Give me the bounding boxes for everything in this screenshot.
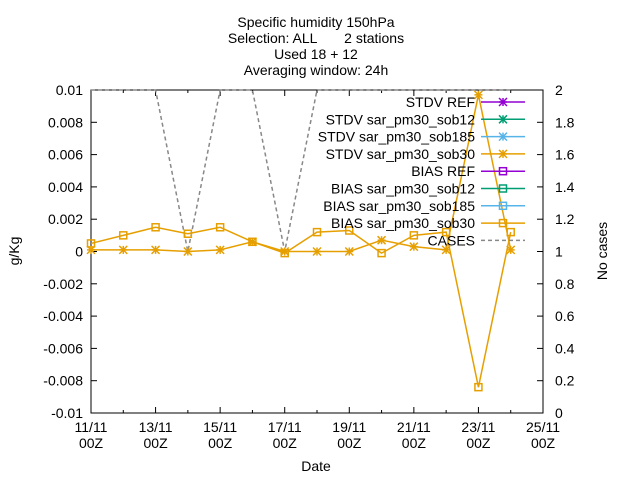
x-tick-label-time: 00Z — [531, 435, 556, 451]
legend-marker — [498, 132, 508, 142]
legend-label: BIAS sar_pm30_sob30 — [331, 215, 475, 231]
data-point — [474, 382, 483, 392]
y-tick-label: -0.006 — [43, 340, 83, 356]
data-point — [344, 246, 354, 257]
y-tick-label: 0 — [75, 244, 83, 260]
y2-tick-label: 0.8 — [555, 276, 575, 292]
x-axis: 11/1100Z13/1100Z15/1100Z17/1100Z19/1100Z… — [75, 90, 560, 451]
legend-label: BIAS sar_pm30_sob12 — [331, 181, 475, 197]
legend-marker — [498, 201, 508, 211]
x-tick-label: 19/11 — [332, 419, 366, 435]
legend-label: STDV sar_pm30_sob185 — [318, 129, 475, 145]
legend-marker — [498, 149, 508, 159]
series-7 — [86, 223, 515, 392]
data-point — [215, 223, 225, 232]
y2-tick-label: 0 — [555, 405, 563, 421]
data-point — [86, 239, 96, 248]
y2-tick-label: 1.6 — [555, 147, 575, 163]
legend-label: STDV sar_pm30_sob30 — [326, 146, 476, 162]
data-point — [118, 245, 128, 255]
y2-tick-label: 2 — [555, 82, 563, 98]
data-point — [409, 242, 419, 252]
x-tick-label: 17/11 — [268, 419, 302, 435]
x-tick-label-time: 00Z — [337, 435, 362, 451]
x-tick-label: 25/11 — [526, 419, 560, 435]
y2-tick-label: 1 — [555, 244, 563, 260]
data-point — [409, 231, 419, 240]
x-tick-label: 13/11 — [139, 419, 173, 435]
legend-label: CASES — [428, 232, 475, 248]
x-tick-label-time: 00Z — [273, 435, 298, 451]
x-tick-label-time: 00Z — [79, 435, 104, 451]
x-tick-label: 21/11 — [397, 419, 431, 435]
x-axis-label: Date — [301, 458, 331, 474]
data-point — [506, 227, 515, 237]
y-tick-label: 0.01 — [56, 82, 83, 98]
data-point — [345, 226, 354, 235]
legend-marker — [498, 97, 508, 107]
x-tick-label-time: 00Z — [402, 435, 427, 451]
data-point — [151, 223, 160, 232]
legend-label: BIAS REF — [411, 163, 475, 179]
y2-tick-label: 0.2 — [555, 373, 575, 389]
data-point — [119, 231, 128, 240]
y-tick-label: -0.002 — [43, 276, 83, 292]
data-point — [248, 237, 257, 247]
chart-title: Specific humidity 150hPa Selection: ALL … — [228, 14, 404, 78]
y-tick-label: 0.004 — [48, 179, 83, 195]
series-line — [91, 94, 512, 253]
x-tick-label-time: 00Z — [208, 435, 233, 451]
y2-tick-label: 1.2 — [555, 211, 575, 227]
y-tick-label: -0.008 — [43, 373, 83, 389]
data-point — [441, 227, 451, 237]
data-point — [312, 227, 322, 237]
data-point — [377, 248, 386, 258]
x-tick-label-time: 00Z — [144, 435, 169, 451]
x-tick-label: 11/11 — [75, 419, 108, 435]
x-tick-label-time: 00Z — [466, 435, 491, 451]
y-tick-label: -0.004 — [43, 308, 83, 324]
legend-label: BIAS sar_pm30_sob185 — [323, 198, 475, 214]
title-line-4: Averaging window: 24h — [244, 62, 389, 78]
data-point — [280, 248, 289, 258]
y2-tick-label: 0.4 — [555, 340, 575, 356]
y2-axis-label: No cases — [594, 222, 610, 280]
series-line — [90, 226, 512, 388]
y-tick-label: 0.008 — [48, 114, 83, 130]
legend-label: STDV REF — [406, 94, 475, 110]
title-line-2: Selection: ALL 2 stations — [228, 30, 404, 46]
legend-marker — [498, 218, 508, 228]
y2-tick-label: 0.6 — [555, 308, 575, 324]
y-tick-label: 0.006 — [48, 147, 83, 163]
data-point — [151, 245, 161, 255]
y2-tick-label: 1.8 — [555, 114, 575, 130]
data-point — [312, 246, 322, 257]
y-axis-label: g/Kg — [6, 237, 22, 266]
legend-marker — [498, 114, 508, 124]
y2-axis: 2 1.8 1.6 1.4 1.2 1 0.8 0.6 0.4 0.2 0 — [537, 82, 575, 421]
y2-tick-label: 1.4 — [555, 179, 575, 195]
title-line-3: Used 18 + 12 — [274, 46, 358, 62]
legend-marker — [498, 166, 508, 176]
data-point — [377, 235, 387, 245]
legend-label: STDV sar_pm30_sob12 — [326, 111, 476, 127]
data-point — [215, 245, 225, 255]
y-tick-label: -0.01 — [51, 405, 83, 421]
series-layer — [86, 89, 516, 392]
x-tick-label: 23/11 — [461, 419, 495, 435]
series-8 — [91, 89, 511, 252]
x-tick-label: 15/11 — [203, 419, 237, 435]
series-line — [91, 89, 511, 252]
data-point — [183, 229, 193, 238]
y-tick-label: 0.002 — [48, 211, 83, 227]
legend-marker — [498, 184, 508, 193]
data-point — [183, 246, 193, 257]
data-point — [473, 90, 483, 100]
title-line-1: Specific humidity 150hPa — [237, 14, 394, 30]
y-axis: 0.01 0.008 0.006 0.004 0.002 0 -0.002 -0.004 -0.… — [43, 82, 97, 421]
